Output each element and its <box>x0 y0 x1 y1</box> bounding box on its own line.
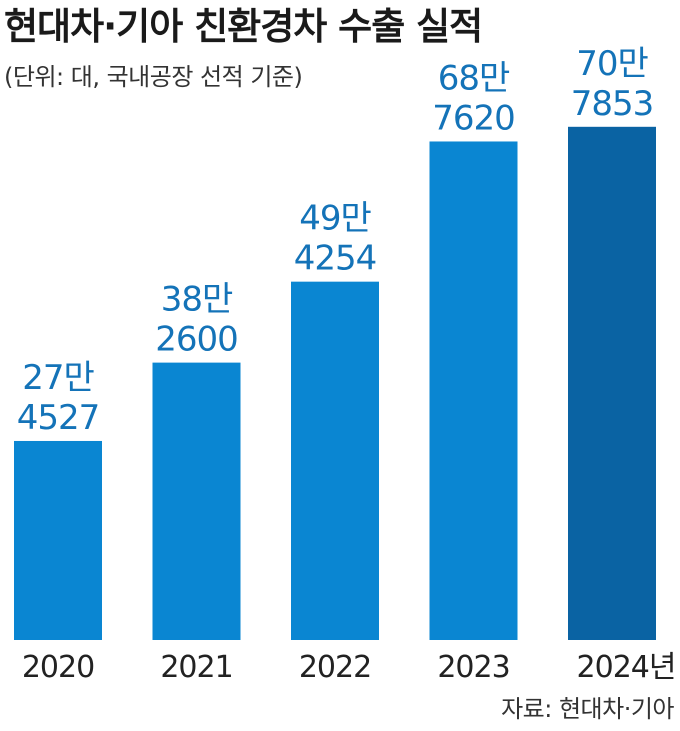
value-label-line1: 27만 <box>22 358 94 398</box>
value-label-line1: 38만 <box>161 280 233 320</box>
x-tick-label: 2022 <box>299 650 371 685</box>
value-label-line1: 68만 <box>438 58 510 98</box>
chart-title: 현대차·기아 친환경차 수출 실적 <box>4 5 483 48</box>
value-label-line2: 7620 <box>432 98 515 138</box>
bar-2021 <box>152 362 241 640</box>
value-label-line1: 70만 <box>576 44 648 84</box>
value-label-line2: 7853 <box>571 84 654 124</box>
x-tick-label: 2024년 <box>577 650 676 685</box>
x-tick-label: 2021 <box>160 650 232 685</box>
bar-2022 <box>291 281 379 640</box>
x-tick-label: 2020 <box>22 650 94 685</box>
source-note: 자료: 현대차·기아 <box>501 695 674 723</box>
value-label-line2: 4527 <box>17 398 100 438</box>
bar-2020 <box>14 440 102 640</box>
x-tick-label: 2023 <box>437 650 509 685</box>
value-label-line2: 2600 <box>155 320 238 360</box>
value-label-line1: 49만 <box>299 199 371 239</box>
value-label-line2: 4254 <box>294 239 377 279</box>
chart-subtitle: (단위: 대, 국내공장 선적 기준) <box>4 63 303 91</box>
bar-2024 <box>568 126 656 640</box>
bar-2023 <box>429 141 518 640</box>
